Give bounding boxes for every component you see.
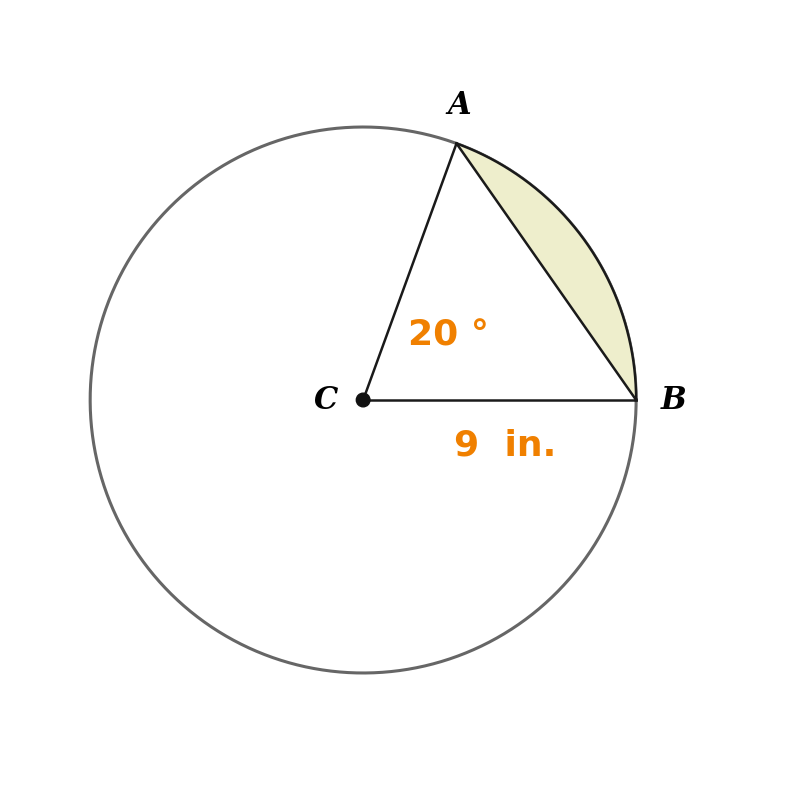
Text: B: B	[661, 385, 686, 415]
Text: 20 °: 20 °	[408, 318, 489, 352]
Text: 9  in.: 9 in.	[454, 429, 556, 462]
Polygon shape	[457, 143, 636, 400]
Text: A: A	[447, 90, 471, 121]
Circle shape	[356, 393, 370, 407]
Text: C: C	[314, 385, 338, 415]
